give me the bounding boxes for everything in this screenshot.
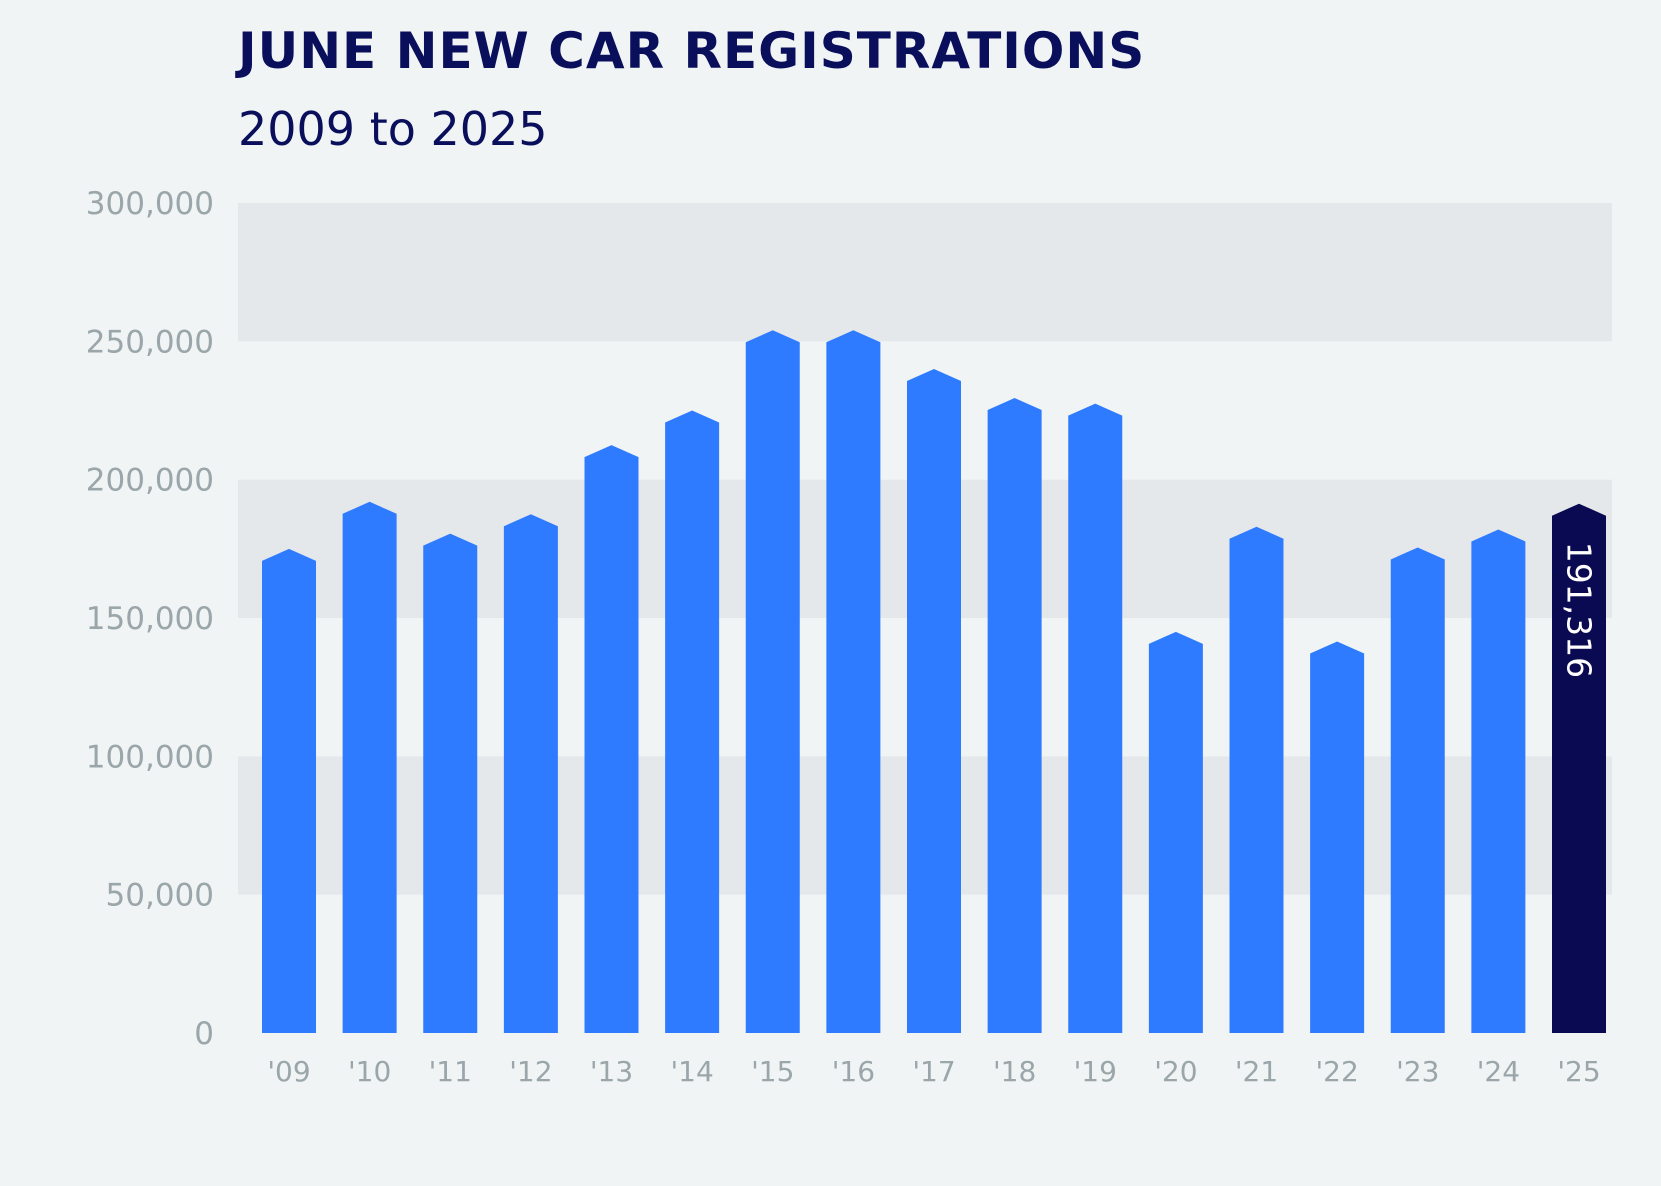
bar	[1390, 547, 1445, 1033]
bar	[342, 501, 397, 1033]
bar	[1229, 526, 1284, 1033]
bar	[1068, 403, 1123, 1033]
x-tick-label: '18	[993, 1055, 1036, 1088]
x-tick-label: '11	[429, 1055, 472, 1088]
x-tick-label: '14	[670, 1055, 713, 1088]
bar-value-label: 191,316	[1560, 542, 1599, 678]
y-axis: 0 50,000 100,000 150,000 200,000 250,000 300,0…	[86, 186, 214, 1052]
x-tick-label: '21	[1235, 1055, 1278, 1088]
grid-band	[238, 203, 1612, 342]
x-tick-label: '25	[1557, 1055, 1600, 1088]
bar	[745, 330, 800, 1033]
x-axis: '09 '10 '11 '12 '13 '14 '15 '16 '17 '18 '19 '20 '21 '…	[267, 1055, 1600, 1088]
y-tick-label: 50,000	[106, 878, 214, 914]
x-tick-label: '16	[832, 1055, 875, 1088]
bar	[584, 445, 639, 1033]
bar	[826, 330, 881, 1033]
bar	[665, 410, 720, 1033]
bar	[503, 514, 558, 1033]
y-tick-label: 150,000	[86, 601, 214, 637]
y-tick-label: 200,000	[86, 463, 214, 499]
chart-title: JUNE NEW CAR REGISTRATIONS	[238, 22, 1146, 80]
bar	[1148, 631, 1203, 1033]
x-tick-label: '24	[1477, 1055, 1520, 1088]
y-tick-label: 0	[194, 1016, 214, 1052]
bar	[423, 533, 478, 1033]
y-tick-label: 250,000	[86, 324, 214, 360]
x-tick-label: '20	[1154, 1055, 1197, 1088]
bars: 191,316	[262, 330, 1606, 1034]
bar-highlight	[1552, 503, 1606, 1034]
x-tick-label: '15	[751, 1055, 794, 1088]
x-tick-label: '10	[348, 1055, 391, 1088]
y-tick-label: 100,000	[86, 739, 214, 775]
x-tick-label: '13	[590, 1055, 633, 1088]
x-tick-label: '12	[509, 1055, 552, 1088]
chart-subtitle: 2009 to 2025	[238, 102, 548, 156]
bar	[987, 398, 1042, 1033]
x-tick-label: '19	[1074, 1055, 1117, 1088]
x-tick-label: '23	[1396, 1055, 1439, 1088]
x-tick-label: '22	[1315, 1055, 1358, 1088]
x-tick-label: '09	[267, 1055, 310, 1088]
bar	[1310, 641, 1365, 1033]
bar	[907, 369, 961, 1033]
bar	[1471, 529, 1526, 1033]
y-tick-label: 300,000	[86, 186, 214, 222]
x-tick-label: '17	[912, 1055, 955, 1088]
bar	[262, 548, 316, 1033]
